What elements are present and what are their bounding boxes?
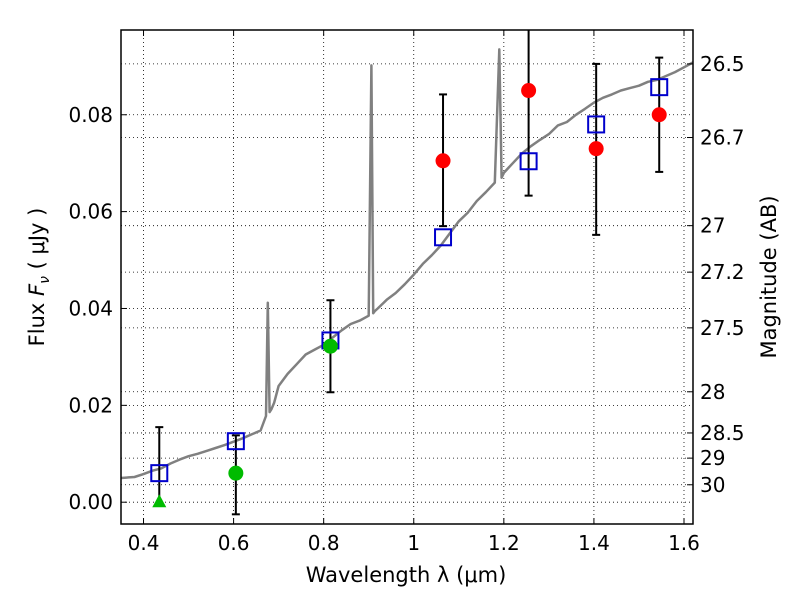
model-square-marker xyxy=(650,78,669,97)
model-square-marker xyxy=(587,115,606,134)
y2-tick-label: 28 xyxy=(700,380,725,404)
y2-axis-title: Magnitude (AB) xyxy=(757,195,781,358)
y-axis-title-prefix: Flux xyxy=(25,296,49,346)
x-tick-label: 0.8 xyxy=(308,531,340,555)
x-tick-label: 1.4 xyxy=(578,531,610,555)
observed-flux-point xyxy=(435,153,451,169)
y-tick-label: 0.06 xyxy=(68,200,113,224)
y2-tick-label: 27.5 xyxy=(700,316,745,340)
x-tick-label: 1.2 xyxy=(488,531,520,555)
y2-tick-label: 26.7 xyxy=(700,126,745,150)
y-axis-title-subscript: ν xyxy=(37,276,53,284)
plot-frame xyxy=(120,29,694,525)
observed-flux-point xyxy=(322,338,338,354)
upper-limit-triangle xyxy=(152,494,167,508)
plot-series xyxy=(121,48,693,480)
observed-flux-point xyxy=(588,141,604,157)
y2-tick-label: 27.2 xyxy=(700,260,745,284)
model-square-marker xyxy=(519,152,538,171)
y2-tick-label: 27 xyxy=(700,214,725,238)
y-axis-title: Flux Fν ( μJy ) xyxy=(25,208,53,347)
model-square-marker xyxy=(150,464,169,483)
observed-flux-point xyxy=(651,107,667,123)
y2-tick-label: 29 xyxy=(700,446,725,470)
y-tick-label: 0.04 xyxy=(68,296,113,320)
x-tick-label: 0.4 xyxy=(128,531,160,555)
x-tick-label: 1.6 xyxy=(668,531,700,555)
axis-ticks: 0.4 0.6 0.8 1 1.2 1.4 1.6 0.00 0.02 0.04 0.06 0.08 2… xyxy=(68,30,745,555)
x-tick-label: 1 xyxy=(407,531,420,555)
y-tick-label: 0.08 xyxy=(68,103,113,127)
x-tick-label: 0.6 xyxy=(218,531,250,555)
x-axis-title: Wavelength λ (μm) xyxy=(306,563,507,587)
y-tick-label: 0.02 xyxy=(68,393,113,417)
y2-tick-label: 30 xyxy=(700,473,725,497)
model-square-marker xyxy=(434,228,453,247)
y-tick-label: 0.00 xyxy=(68,490,113,514)
y2-tick-label: 28.5 xyxy=(700,421,745,445)
y-axis-title-symbol: F xyxy=(25,283,49,296)
observed-flux-point xyxy=(228,465,244,481)
plot-markers xyxy=(150,30,669,516)
y2-tick-label: 26.5 xyxy=(700,52,745,76)
y-axis-title-unit: ( μJy ) xyxy=(25,208,49,276)
model-square-marker xyxy=(226,432,245,451)
observed-flux-point xyxy=(521,83,537,99)
template-spectrum-line xyxy=(121,48,693,480)
